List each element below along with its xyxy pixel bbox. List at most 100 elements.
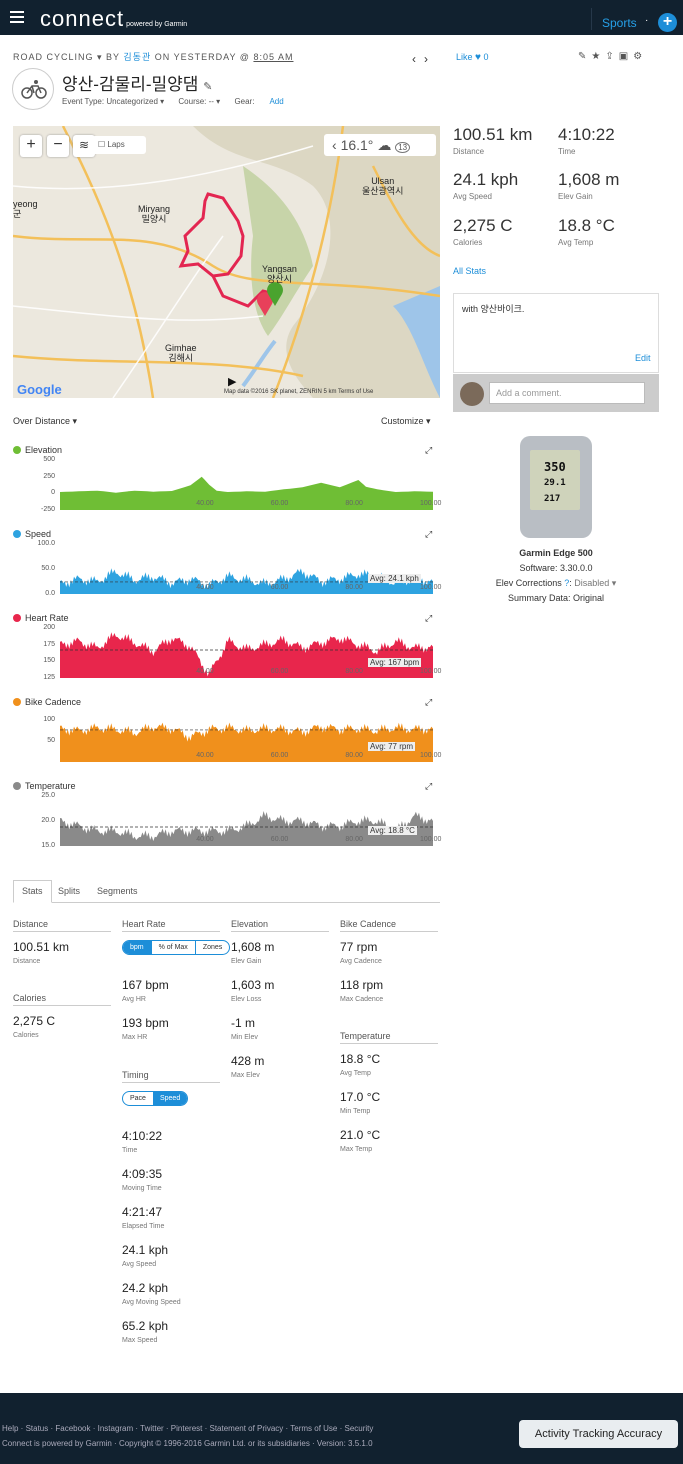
tab-splits[interactable]: Splits (58, 886, 81, 896)
elev-list-label: Min Elev (231, 1034, 258, 1041)
series-area (60, 722, 433, 762)
map-label-miryang: Miryang 밀양시 (138, 204, 171, 224)
x-tick-label: 40.00 (196, 500, 214, 507)
chart-2[interactable] (60, 628, 433, 678)
chart-0[interactable] (60, 460, 433, 510)
cad-list-label: Avg Cadence (340, 958, 382, 965)
like-button[interactable]: Like ♥ 0 (456, 52, 489, 63)
device-software: Software: 3.30.0.0 (519, 563, 593, 573)
y-tick-label: 50.0 (41, 565, 55, 572)
y-tick-label: 0 (51, 489, 55, 497)
device-summary: Summary Data: Original (507, 593, 605, 603)
device-name: Garmin Edge 500 (519, 548, 593, 558)
course-dropdown[interactable]: Course: -- ▾ (178, 97, 221, 106)
map-label-yangsan: Yangsan 양산시 (262, 264, 297, 284)
notes-box[interactable]: with 양산바이크. (453, 293, 659, 373)
zoom-out-button[interactable]: − (47, 135, 69, 157)
brand-logo[interactable]: connect powered by Garmin (40, 6, 188, 31)
y-tick-label: 500 (43, 456, 55, 463)
edit-notes-link[interactable]: Edit (635, 353, 651, 363)
gear-add-link[interactable]: Add (269, 97, 284, 106)
avg-label: Avg: 24.1 kph (368, 574, 421, 583)
chart-3[interactable] (60, 712, 433, 762)
x-tick-label: 100.00 (420, 500, 442, 507)
activity-title[interactable]: 양산-감물리-밀양댐 ✎ (62, 75, 213, 94)
expand-icon[interactable]: ⤢ (425, 781, 433, 791)
timing-header: Timing (122, 1070, 220, 1083)
pace-option[interactable]: Pace (130, 1095, 146, 1102)
zoom-in-button[interactable]: + (20, 135, 42, 157)
map-footer: Map data ©2016 SK planet, ZENRIN 5 km Te… (224, 389, 374, 395)
toolbar-icons[interactable]: ✎★⇪▣⚙ (578, 51, 647, 62)
customize-dropdown[interactable]: Customize ▾ (381, 416, 431, 426)
y-tick-label: 0.0 (45, 590, 55, 597)
map-label-ulsan: Ulsan 울산광역시 (362, 176, 404, 196)
layers-icon[interactable]: ≋ (73, 135, 95, 157)
hr-percent-option[interactable]: % of Max (150, 941, 195, 954)
chart-title-0: Elevation (13, 445, 62, 455)
cloud-icon: ☁ (377, 137, 392, 153)
chart-4[interactable] (60, 796, 433, 846)
over-distance-dropdown[interactable]: Over Distance ▾ (13, 416, 78, 426)
x-tick-label: 40.00 (196, 584, 214, 591)
calories-value: 2,275 C (13, 1014, 56, 1028)
y-tick-label: 125 (43, 674, 55, 681)
comment-input[interactable]: Add a comment. (489, 382, 645, 404)
all-stats-link[interactable]: All Stats (453, 266, 487, 276)
sports-menu[interactable]: Sports (591, 8, 651, 30)
laps-checkbox[interactable]: ☐ Laps (92, 136, 146, 154)
tab-segments[interactable]: Segments (97, 886, 138, 896)
timing-list-value: 4:21:47 (122, 1205, 163, 1219)
chart-title-1: Speed (13, 529, 51, 539)
heart-icon: ♥ (475, 52, 481, 63)
add-button[interactable]: + (658, 13, 677, 32)
expand-icon[interactable]: ⤢ (425, 445, 433, 455)
x-tick-label: 100.00 (420, 668, 442, 675)
share-icon: ⇪ (605, 51, 619, 62)
weather-widget[interactable]: ‹ 16.1° ☁ 13 (324, 134, 436, 156)
elev-list-value: 428 m (231, 1054, 265, 1068)
cad-list-value: 77 rpm (340, 940, 378, 954)
expand-icon[interactable]: ⤢ (425, 529, 433, 539)
cad-list-label: Max Cadence (340, 996, 384, 1003)
help-icon: ? (564, 578, 570, 588)
menu-icon[interactable] (10, 11, 24, 23)
event-type-dropdown[interactable]: Event Type: Uncategorized ▾ (62, 97, 165, 106)
elev-corrections[interactable]: Elev Corrections ?: Disabled ▾ (495, 578, 617, 588)
x-tick-label: 60.00 (270, 752, 289, 759)
max-hr-value: 193 bpm (122, 1016, 169, 1030)
timing-list-label: Max Speed (122, 1337, 158, 1344)
prev-next-arrows[interactable]: ‹› (412, 52, 436, 66)
hr-unit-toggle[interactable]: bpm % of Max Zones (122, 940, 231, 955)
timing-toggle[interactable]: Pace Speed (122, 1091, 189, 1106)
chart-1[interactable] (60, 544, 433, 594)
hr-bpm-option[interactable]: bpm (123, 941, 151, 954)
summary-distance: 100.51 km Distance (453, 125, 533, 156)
x-tick-label: 100.00 (420, 836, 442, 843)
user-link[interactable]: 김동관 (123, 52, 152, 62)
expand-icon[interactable]: ⤢ (425, 697, 433, 707)
x-tick-label: 80.00 (345, 584, 363, 591)
cadence-header: Bike Cadence (340, 919, 438, 932)
series-dot (13, 446, 21, 454)
play-icon[interactable]: ▶ (228, 376, 237, 388)
y-tick-label: 20.0 (41, 817, 55, 824)
series-area (60, 568, 433, 594)
y-tick-label: -250 (40, 506, 55, 513)
series-dot (13, 530, 21, 538)
expand-icon[interactable]: ⤢ (425, 613, 433, 623)
x-tick-label: 80.00 (345, 500, 363, 507)
route-map[interactable]: + − ≋ (13, 126, 440, 398)
x-tick-label: 60.00 (270, 584, 289, 591)
footer-links[interactable]: Help · Status · Facebook · Instagram · T… (2, 1424, 374, 1433)
avg-hr-label: Avg HR (122, 996, 146, 1003)
more-dots[interactable]: · (645, 15, 649, 26)
hr-zones-option[interactable]: Zones (194, 941, 229, 954)
activity-tracking-accuracy-button[interactable]: Activity Tracking Accuracy (519, 1420, 678, 1448)
speed-option[interactable]: Speed (152, 1092, 188, 1105)
summary-avg-temp: 18.8 °C Avg Temp (558, 216, 615, 247)
summary-calories: 2,275 C Calories (453, 216, 513, 247)
tab-stats[interactable]: Stats (13, 880, 52, 903)
elev-list-label: Elev Gain (231, 958, 262, 965)
hr-header: Heart Rate (122, 919, 220, 932)
